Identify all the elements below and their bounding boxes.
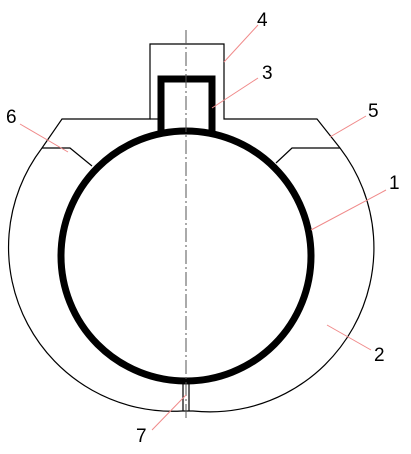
part-label-5: 5 bbox=[368, 101, 379, 122]
part-label-3: 3 bbox=[262, 63, 273, 84]
leader-line-7 bbox=[151, 394, 187, 431]
part-label-2: 2 bbox=[374, 345, 385, 366]
leader-line-6 bbox=[19, 123, 69, 153]
leader-line-3 bbox=[211, 77, 259, 109]
part-label-1: 1 bbox=[389, 173, 400, 194]
leader-line-1 bbox=[310, 189, 387, 231]
left-shoulder bbox=[42, 147, 93, 167]
part-label-7: 7 bbox=[136, 426, 147, 447]
part-label-4: 4 bbox=[257, 10, 268, 31]
part-label-6: 6 bbox=[6, 107, 17, 128]
outer-housing bbox=[7, 43, 375, 413]
leader-line-5 bbox=[329, 115, 367, 138]
leader-line-4 bbox=[223, 24, 259, 63]
leader-line-2 bbox=[326, 324, 372, 351]
right-shoulder bbox=[275, 147, 340, 164]
